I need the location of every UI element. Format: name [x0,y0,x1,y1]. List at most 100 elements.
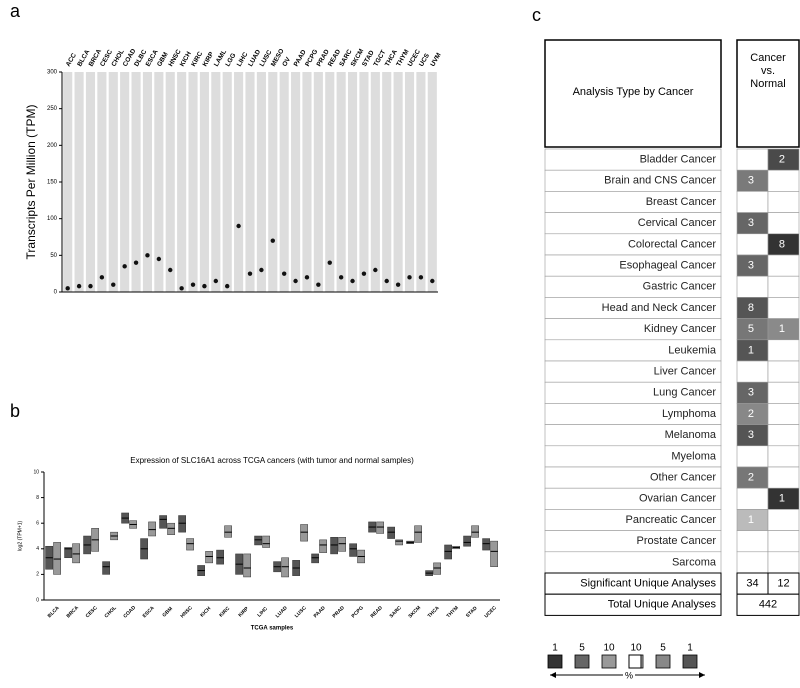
x-tick-label: KIRP [237,605,250,618]
y-tick-label: 300 [47,70,58,76]
column-bg [370,72,380,292]
box [471,525,479,538]
cell [736,530,769,553]
column-bg [177,72,187,292]
x-tick-label: BRCA [66,605,81,620]
cell [767,169,800,192]
x-tick-label: KIRC [218,606,231,619]
column-bg [404,72,415,292]
legend-label: 5 [579,643,585,654]
y-tick-label: 50 [50,253,57,259]
median-dot [304,275,310,280]
box [148,521,156,537]
x-tick-label: PCPG [351,605,365,619]
legend-swatch [655,654,671,669]
x-tick-label: READ [370,605,385,620]
box [186,538,194,551]
column-bg [416,72,426,292]
column-bg [63,72,73,292]
summary-row [544,593,722,616]
box [167,522,175,535]
legend-label: 10 [603,643,615,654]
y-axis-label: Transcripts Per Million (TPM) [24,105,38,260]
median-dot [259,267,264,273]
cell [767,509,800,531]
column-bg [245,72,255,292]
category-label: ACC [65,52,78,68]
x-tick-label: HNSC [180,605,195,620]
median-dot [65,286,70,291]
row-label: Lung Cancer [653,387,716,399]
row-label: Melanoma [665,429,717,441]
y-tick-label: 200 [47,143,58,149]
median-dot [236,223,241,229]
column-bg [142,72,153,292]
cell [767,424,800,447]
y-tick-label: 100 [47,216,58,222]
cell [736,191,769,213]
row-label: Cervical Cancer [638,217,717,229]
median-dot [247,271,253,276]
median-dot [350,278,355,284]
median-dot [327,260,332,265]
median-dot [395,282,401,287]
x-tick-label: SARC [389,605,404,620]
summary-label: Total Unique Analyses [608,599,717,611]
column-bg [382,72,392,292]
box [205,551,213,564]
x-axis-label: TCGA samples [251,626,294,632]
x-tick-label: COAD [122,605,137,620]
cell [767,254,800,277]
header-box [544,39,722,148]
y-axis-label: log2 (TPM+1) [17,520,23,551]
box [490,540,498,567]
cell [736,360,769,383]
box [433,562,441,575]
median-dot [293,278,298,284]
median-dot [281,271,287,276]
summary-label: Significant Unique Analyses [580,578,716,590]
row-label: Sarcoma [672,556,717,568]
row-label: Bladder Cancer [640,154,717,166]
median-dot [213,278,219,284]
median-dot [338,275,344,280]
y-tick-label: 0 [36,597,39,603]
cell-value: 3 [748,429,754,441]
header-box [736,39,800,148]
cell [767,466,800,489]
box [482,538,490,551]
box [281,557,289,578]
cell [767,297,800,319]
cell-value: 1 [779,493,785,505]
median-dot [430,278,435,284]
y-tick-label: 0 [54,290,58,296]
y-tick-label: 6 [36,521,39,527]
cell [767,403,800,425]
cell [736,148,769,171]
cell-value: 3 [748,175,754,187]
median-dot [384,278,389,284]
x-tick-label: CESC [85,605,99,619]
box [178,515,186,533]
x-tick-label: CHOL [104,605,118,619]
box [216,549,224,565]
legend-label: 10 [630,643,642,654]
median-dot [156,256,162,262]
box [387,526,395,539]
cell-value: 2 [748,408,754,420]
cell [767,339,800,362]
y-tick-label: 10 [33,469,39,475]
summary-value: 34 [746,578,758,590]
row-label: Other Cancer [650,472,716,484]
median-dot [168,267,173,273]
row-label: Lymphoma [662,408,717,420]
box [444,544,452,560]
median-dot [111,282,116,287]
box [376,521,384,534]
box [319,539,327,553]
cell [767,445,800,468]
x-tick-label: PAAD [313,605,327,619]
column-bg [165,72,175,292]
cell [736,445,769,468]
column-bg [222,72,232,292]
